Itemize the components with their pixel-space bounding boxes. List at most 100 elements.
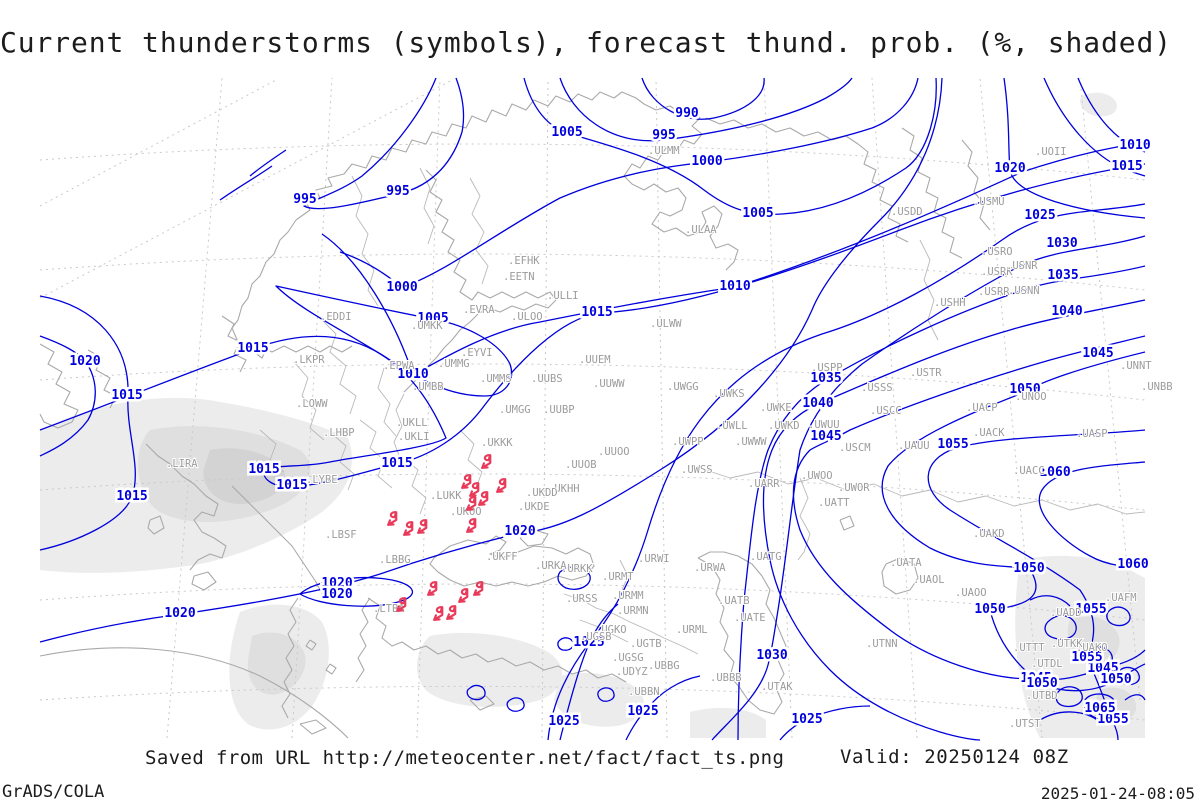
isobar-label: 995 <box>386 184 409 199</box>
station-label: .UATB <box>718 595 750 607</box>
station-label: .UGSG <box>612 652 644 664</box>
station-label: .UTTT <box>1013 642 1045 654</box>
thunderstorm-icon <box>403 521 414 536</box>
station-label: .UMKK <box>411 320 443 332</box>
station-label: .UUBP <box>543 404 575 416</box>
isobar-label: 1050 <box>1013 561 1044 576</box>
station-label: .UGKO <box>595 624 627 636</box>
isobar-label: 1020 <box>321 587 352 602</box>
station-label: .UMGG <box>499 404 531 416</box>
station-label: .UKKK <box>481 437 513 449</box>
station-label: .EPWA <box>383 360 415 372</box>
station-label: .UAOO <box>955 587 987 599</box>
isobar-label: 1015 <box>116 489 147 504</box>
station-label: .UNNT <box>1120 360 1152 372</box>
isobar-label: 1045 <box>1087 661 1118 676</box>
isobar-label: 1005 <box>742 206 773 221</box>
isobar-layer <box>39 77 1146 741</box>
saved-from-url-text: Saved from URL http://meteocenter.net/fa… <box>145 747 785 769</box>
thunderstorm-icon <box>387 511 398 526</box>
thunderstorm-icon <box>469 482 480 497</box>
station-label: .EVRA <box>463 304 495 316</box>
isobar-labels-layer: 9909959959951000100010051005100510101010… <box>67 104 1153 732</box>
station-label: .EDDI <box>320 311 352 323</box>
station-label: .ULWW <box>650 318 682 330</box>
station-label: .UKLL <box>396 417 428 429</box>
isobar-label: 1050 <box>1009 382 1040 397</box>
station-label: .UACK <box>973 427 1005 439</box>
isobar-label: 1030 <box>756 648 787 663</box>
station-labels-layer: .ULMM .ULAA .EFHK .EETN .ULLI .EVRA .ULOO .ULWW… <box>165 144 1174 731</box>
station-label: .UWLL <box>716 420 748 432</box>
isobar-label: 1020 <box>164 606 195 621</box>
station-label: .URWA <box>694 562 726 574</box>
grads-cola-label: GrADS/COLA <box>2 782 105 800</box>
station-label: .USNN <box>1008 285 1040 297</box>
creation-timestamp: 2025-01-24-08:05 <box>1040 784 1195 800</box>
station-label: .UAUU <box>898 440 930 452</box>
station-label: .UATE <box>734 612 766 624</box>
station-label: .USSS <box>861 382 893 394</box>
station-label: .UUWW <box>593 378 625 390</box>
isobar-label: 1015 <box>237 341 268 356</box>
station-label: .UBBN <box>628 686 660 698</box>
station-label: .UADD <box>1050 607 1082 619</box>
station-label: .ULMM <box>648 145 680 157</box>
station-label: .UUOO <box>598 446 630 458</box>
station-label: .UTAK <box>761 681 793 693</box>
isobar-label: 1060 <box>1039 465 1070 480</box>
isobar-label: 990 <box>675 106 699 121</box>
isobar-label: 1020 <box>321 576 352 591</box>
isobar-label: 1015 <box>276 478 307 493</box>
station-label: .UOII <box>1035 146 1067 158</box>
station-label: .USRR <box>978 286 1010 298</box>
station-label: .UWGG <box>667 381 699 393</box>
isobar-label: 1025 <box>627 704 658 719</box>
station-label: .USNR <box>1006 260 1038 272</box>
isobar-label: 1060 <box>1117 557 1148 572</box>
thunderstorm-icon <box>461 474 472 489</box>
isobar-label: 1040 <box>1051 304 1082 319</box>
thunderstorm-icon <box>427 581 438 596</box>
station-label: .UTBD <box>1026 690 1058 702</box>
isobar-label: 1055 <box>1071 650 1102 665</box>
station-label: .UKDE <box>518 501 550 513</box>
thunderstorm-icon <box>496 478 507 493</box>
thunderstorm-icon <box>466 518 477 533</box>
isobar-label: 1055 <box>1075 602 1106 617</box>
station-label: .UWPP <box>672 436 704 448</box>
station-label: .UKHH <box>548 483 580 495</box>
valid-time-text: Valid: 20250124 08Z <box>840 746 1069 768</box>
isobar-label: 1020 <box>504 524 535 539</box>
station-label: .USTR <box>910 367 942 379</box>
station-label: .UMBB <box>412 381 444 393</box>
station-label: .UWKE <box>760 402 792 414</box>
isobar-label: 1025 <box>548 714 579 729</box>
thunderstorm-icon <box>417 519 428 534</box>
station-label: .URKA <box>535 560 567 572</box>
station-label: .UAKD <box>973 528 1005 540</box>
isobar-label: 1035 <box>1047 268 1078 283</box>
isobar-label: 1000 <box>386 280 417 295</box>
station-label: .USCM <box>839 442 871 454</box>
station-label: .URSS <box>566 593 598 605</box>
thunderstorm-icon <box>433 606 444 621</box>
coastline-layer <box>39 91 1146 739</box>
station-label: .LOWW <box>296 398 328 410</box>
map-title: Current thunderstorms (symbols), forecas… <box>0 26 1172 59</box>
station-label: .URMT <box>602 571 634 583</box>
isobar-label: 1030 <box>1046 236 1077 251</box>
station-label: .USRK <box>981 266 1013 278</box>
station-label: .UTST <box>1009 718 1041 730</box>
station-label: .LBBG <box>379 554 411 566</box>
thunderstorm-symbols-layer <box>387 454 507 621</box>
isobar-label: 1045 <box>1020 671 1051 686</box>
isobar-label: 1040 <box>802 396 833 411</box>
isobar-label: 1045 <box>810 429 841 444</box>
isobar-label: 995 <box>652 128 675 143</box>
station-label: .UWUU <box>808 419 840 431</box>
station-label: .UWOR <box>838 482 870 494</box>
station-label: .UACC <box>1013 465 1045 477</box>
isobar-label: 1010 <box>397 367 428 382</box>
